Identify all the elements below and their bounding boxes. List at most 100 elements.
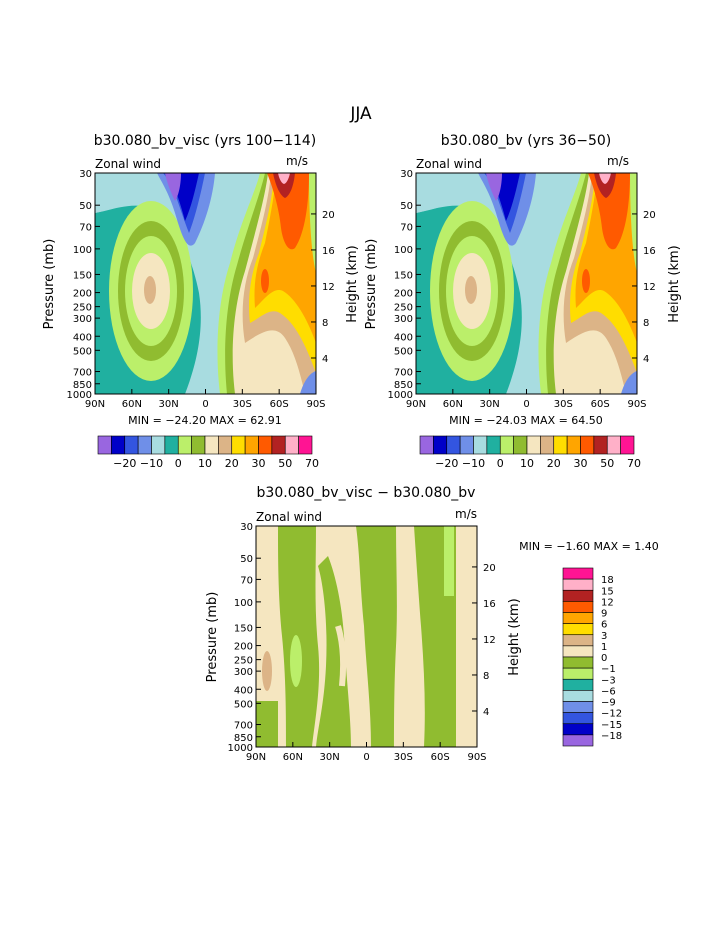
legend-label: 50 — [278, 457, 292, 470]
y-tick-label: 400 — [394, 332, 413, 343]
legend-swatch — [419, 435, 434, 455]
legend-swatch — [562, 601, 594, 613]
page-title: JJA — [349, 104, 372, 124]
y-tick-label: 30 — [400, 169, 413, 180]
panel-1-ylabel: Pressure (mb) — [42, 239, 57, 330]
legend-swatch — [562, 634, 594, 647]
x-tick-label: 30S — [554, 399, 573, 410]
legend-label: −20 — [435, 457, 458, 470]
x-tick-label: 30N — [159, 399, 179, 410]
y-tick-label: 30 — [79, 169, 92, 180]
y-tick-label: 100 — [234, 598, 253, 609]
panel-2-subtitle-left: Zonal wind — [416, 157, 482, 171]
panel-2-subtitle-right: m/s — [607, 154, 629, 168]
legend-swatch — [562, 567, 594, 580]
y-tick-label: 150 — [73, 270, 92, 281]
y-tick-label: 200 — [234, 642, 253, 653]
x-tick-label: 60N — [443, 399, 463, 410]
legend-swatch — [566, 435, 581, 455]
legend-label: 9 — [601, 609, 607, 620]
legend-swatch — [486, 435, 501, 455]
y-tick-label: 70 — [79, 222, 92, 233]
legend-swatch — [593, 435, 608, 455]
legend-swatch — [562, 645, 594, 658]
x-tick-label: 90S — [467, 752, 486, 763]
legend-swatch — [258, 435, 273, 455]
legend-swatch — [562, 678, 594, 691]
height-tick-label: 4 — [322, 354, 328, 365]
height-tick-label: 4 — [483, 707, 489, 718]
height-tick-label: 20 — [322, 210, 335, 221]
y-tick-label: 70 — [240, 575, 253, 586]
legend-swatch — [137, 435, 152, 455]
legend-swatch — [562, 623, 594, 636]
height-tick-label: 16 — [643, 246, 656, 257]
legend-swatch — [562, 578, 594, 591]
x-tick-label: 90S — [306, 399, 325, 410]
legend-swatch — [218, 435, 233, 455]
x-tick-label: 0 — [202, 399, 208, 410]
x-tick-label: 90N — [406, 399, 426, 410]
legend-label: 0 — [175, 457, 182, 470]
panel-3-ylabel-right: Height (km) — [507, 598, 522, 675]
y-tick-label: 300 — [394, 314, 413, 325]
x-tick-label: 30S — [233, 399, 252, 410]
legend-swatch — [97, 435, 112, 455]
legend-swatch — [562, 667, 594, 680]
panel-2-contour-field — [416, 173, 637, 394]
y-tick-label: 500 — [73, 346, 92, 357]
legend-swatch — [562, 701, 594, 713]
legend-swatch — [562, 589, 594, 602]
y-tick-label: 150 — [234, 623, 253, 634]
y-tick-label: 250 — [394, 303, 413, 314]
legend-label: −20 — [113, 457, 136, 470]
panel-1-subtitle-right: m/s — [286, 154, 308, 168]
legend-label: −6 — [601, 686, 616, 697]
height-tick-label: 4 — [643, 354, 649, 365]
legend-swatch — [433, 435, 448, 455]
legend-swatch — [124, 435, 139, 455]
height-tick-label: 12 — [643, 282, 656, 293]
legend-label: 1 — [601, 642, 607, 653]
x-tick-label: 30N — [480, 399, 500, 410]
panel-1-minmax: MIN = −24.20 MAX = 62.91 — [128, 414, 282, 427]
y-tick-label: 500 — [234, 699, 253, 710]
legend-label: −12 — [601, 709, 622, 720]
legend-swatch — [473, 435, 488, 455]
y-tick-label: 700 — [73, 368, 92, 379]
y-tick-label: 250 — [234, 656, 253, 667]
legend-swatch — [562, 723, 594, 736]
x-tick-label: 60S — [270, 399, 289, 410]
y-tick-label: 400 — [234, 685, 253, 696]
legend-swatch — [164, 435, 179, 455]
legend-swatch — [562, 612, 594, 624]
legend-label: 3 — [601, 631, 607, 642]
legend-swatch — [526, 435, 541, 455]
legend-label: −18 — [601, 731, 622, 742]
legend-swatch — [562, 712, 594, 725]
legend-label: −10 — [140, 457, 163, 470]
panel-3-subtitle-left: Zonal wind — [256, 510, 322, 524]
x-tick-label: 90N — [85, 399, 105, 410]
legend-label: 20 — [547, 457, 561, 470]
y-tick-label: 70 — [400, 222, 413, 233]
legend-label: 10 — [520, 457, 534, 470]
panel-3-subtitle-right: m/s — [455, 507, 477, 521]
legend-label: −3 — [601, 675, 616, 686]
height-tick-label: 8 — [483, 671, 489, 682]
height-tick-label: 16 — [322, 246, 335, 257]
y-tick-label: 700 — [234, 721, 253, 732]
height-tick-label: 20 — [643, 210, 656, 221]
legend-swatch — [562, 656, 594, 669]
y-tick-label: 30 — [240, 522, 253, 533]
panel-2-ylabel-right: Height (km) — [667, 245, 682, 322]
y-tick-label: 200 — [394, 289, 413, 300]
legend-swatch — [231, 435, 246, 455]
legend-label: 6 — [601, 620, 607, 631]
legend-swatch — [191, 435, 206, 455]
legend-swatch — [298, 435, 313, 455]
y-tick-label: 100 — [394, 245, 413, 256]
legend-label: 30 — [252, 457, 266, 470]
legend-label: 30 — [574, 457, 588, 470]
